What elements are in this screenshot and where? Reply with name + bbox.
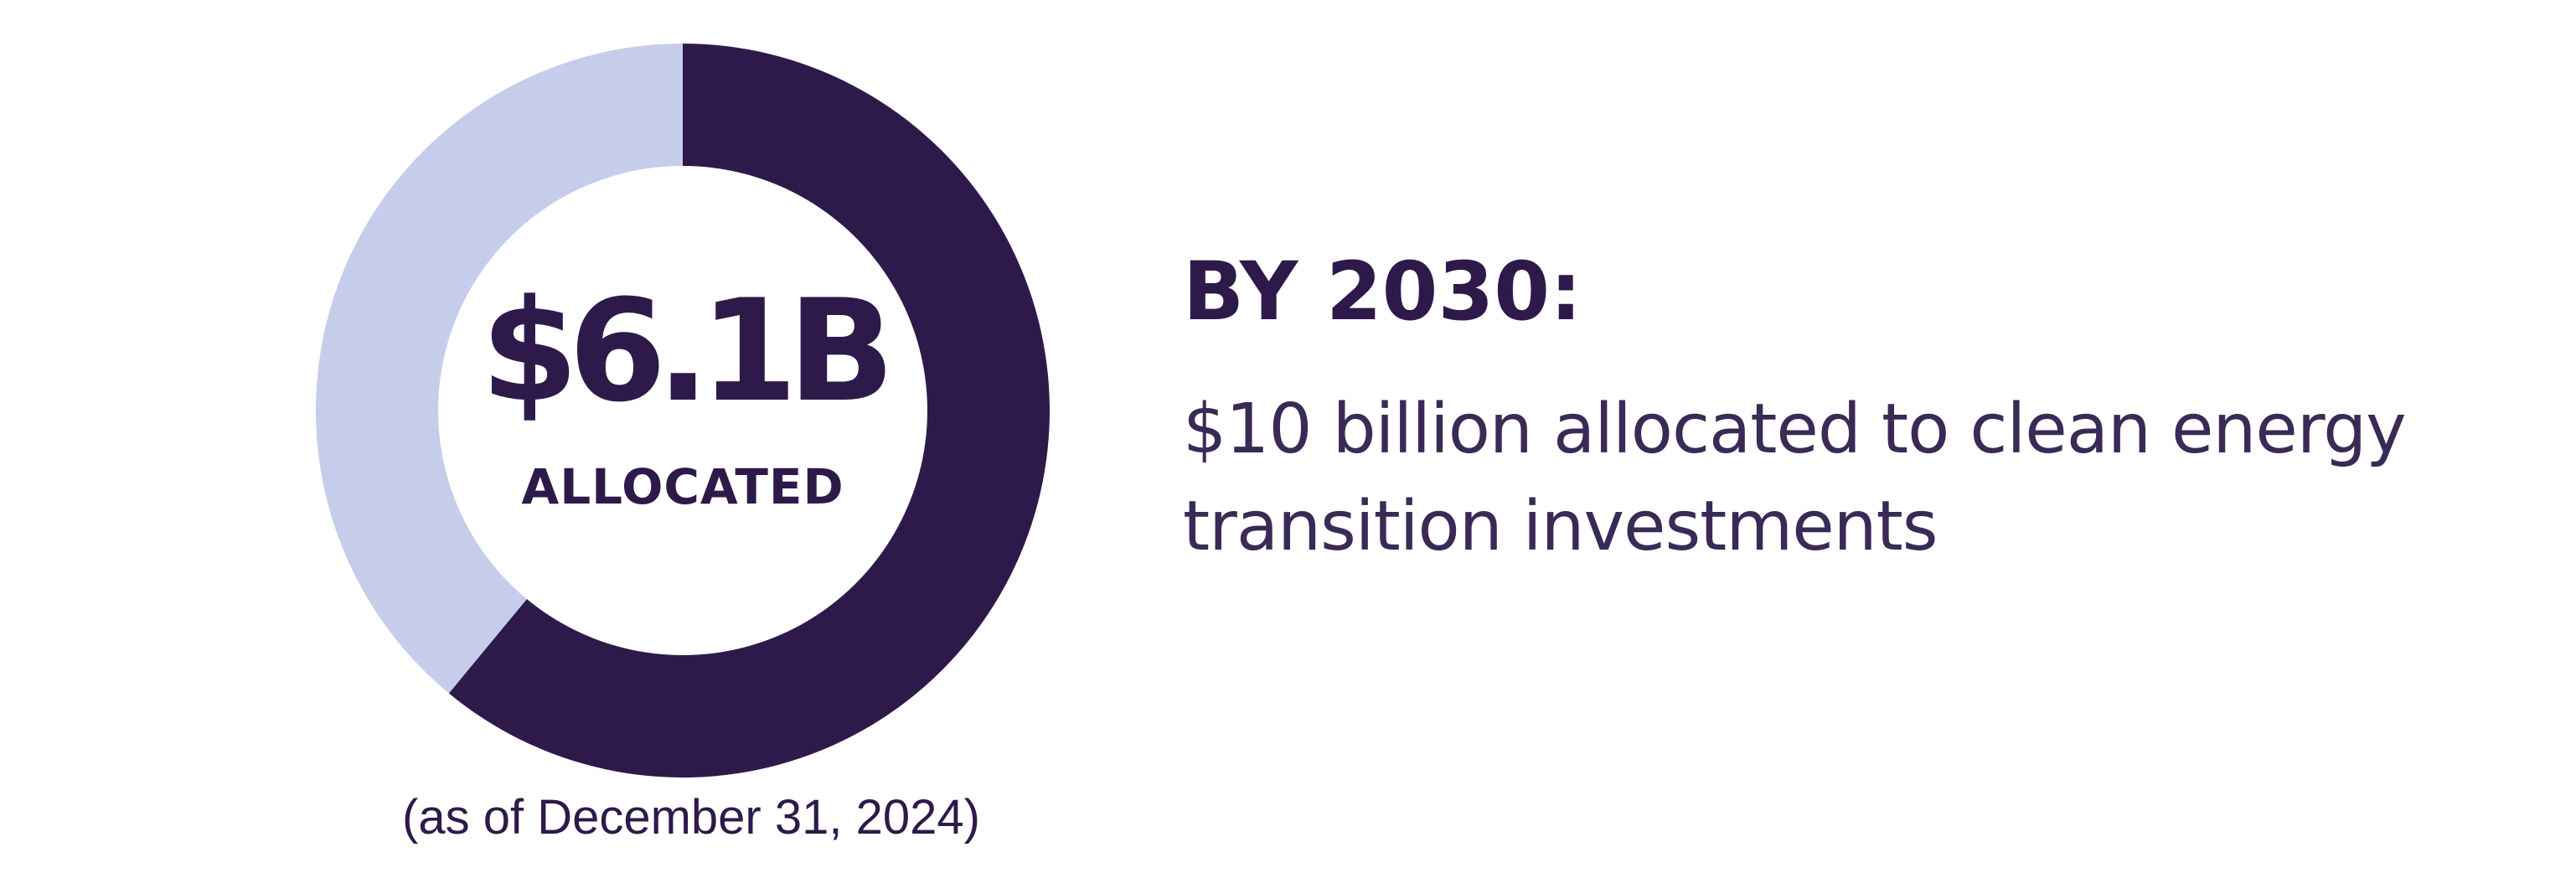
- donut-slice-remaining: [316, 44, 683, 694]
- goal-heading: BY 2030:: [1183, 245, 1582, 338]
- as-of-date: (as of December 31, 2024): [402, 790, 980, 845]
- allocated-label: ALLOCATED: [521, 458, 844, 515]
- goal-description: $10 billion allocated to clean energy tr…: [1183, 390, 2407, 566]
- allocated-amount: $6.1B: [480, 269, 896, 433]
- donut-slice-allocated: [448, 44, 1051, 778]
